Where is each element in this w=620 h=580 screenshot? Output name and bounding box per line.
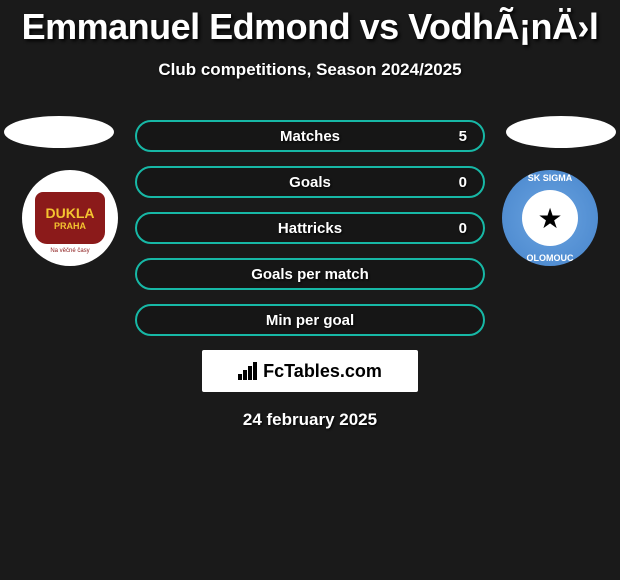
stat-row-goals: Goals 0 <box>135 166 485 198</box>
sigma-ring-top: SK SIGMA <box>528 173 573 183</box>
stat-row-min-per-goal: Min per goal <box>135 304 485 336</box>
stat-label: Min per goal <box>266 312 354 329</box>
stat-label: Goals per match <box>251 266 369 283</box>
branding-badge[interactable]: FcTables.com <box>202 350 418 392</box>
stat-value: 0 <box>459 174 467 191</box>
stat-row-goals-per-match: Goals per match <box>135 258 485 290</box>
stat-label: Hattricks <box>278 220 342 237</box>
star-icon: ★ <box>537 202 562 235</box>
stat-label: Matches <box>280 128 340 145</box>
sigma-badge-icon: SK SIGMA ★ OLOMOUC <box>502 170 598 266</box>
dukla-logo-sub: PRAHA <box>54 221 86 231</box>
left-team-logo: DUKLA PRAHA Na věčné časy <box>22 170 118 266</box>
stat-row-hattricks: Hattricks 0 <box>135 212 485 244</box>
dukla-badge-icon: DUKLA PRAHA Na věčné časy <box>22 170 118 266</box>
right-player-placeholder <box>506 116 616 148</box>
subtitle: Club competitions, Season 2024/2025 <box>0 60 620 80</box>
dukla-logo-main: DUKLA <box>46 205 95 221</box>
comparison-area: DUKLA PRAHA Na věčné časy SK SIGMA ★ OLO… <box>0 120 620 430</box>
page-title: Emmanuel Edmond vs VodhÃ¡nÄ›l <box>0 0 620 48</box>
branding-text: FcTables.com <box>263 361 382 382</box>
stat-row-matches: Matches 5 <box>135 120 485 152</box>
bar-chart-icon <box>238 362 257 380</box>
date-label: 24 february 2025 <box>0 410 620 430</box>
stats-list: Matches 5 Goals 0 Hattricks 0 Goals per … <box>135 120 485 336</box>
sigma-ring-bottom: OLOMOUC <box>527 253 574 263</box>
stat-value: 0 <box>459 220 467 237</box>
dukla-ribbon-text: Na věčné časy <box>50 248 89 254</box>
right-team-logo: SK SIGMA ★ OLOMOUC <box>502 170 598 266</box>
left-player-placeholder <box>4 116 114 148</box>
stat-value: 5 <box>459 128 467 145</box>
stat-label: Goals <box>289 174 331 191</box>
